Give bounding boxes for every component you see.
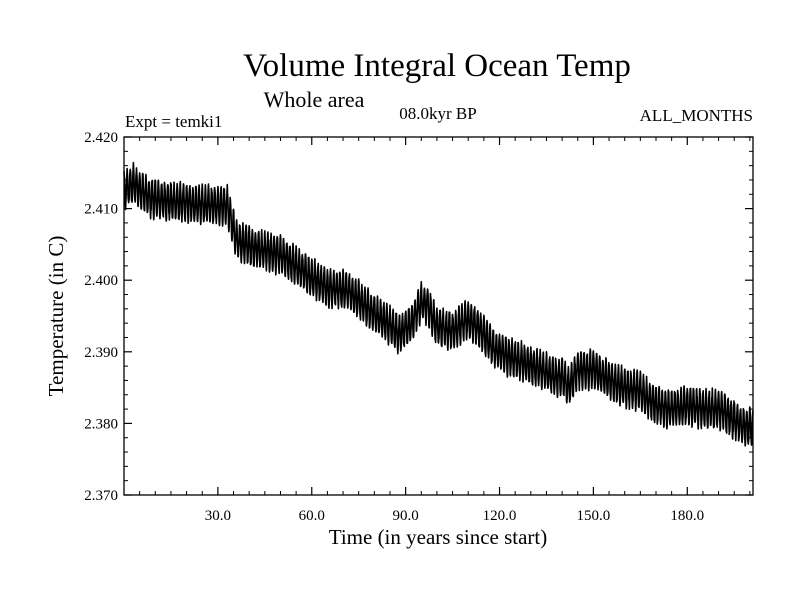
plot-frame: [123, 136, 754, 496]
y-tick-label: 2.380: [84, 416, 118, 432]
y-axis-label: Temperature (in C): [44, 236, 68, 397]
y-tick-label: 2.400: [84, 273, 118, 289]
x-tick-label: 60.0: [299, 508, 325, 524]
period-label: 08.0kyr BP: [399, 104, 476, 123]
chart-subtitle: Whole area: [264, 87, 365, 112]
x-tick-label: 90.0: [393, 508, 419, 524]
y-tick-label: 2.410: [84, 202, 118, 218]
x-axis-label: Time (in years since start): [329, 525, 548, 549]
experiment-label: Expt = temki1: [125, 112, 222, 131]
y-tick-label: 2.370: [84, 488, 118, 504]
tick-labels: 30.0 60.0 90.0 120.0 150.0 180.0 2.370 2.380 2.3…: [84, 130, 704, 524]
y-tick-label: 2.390: [84, 345, 118, 361]
temperature-series-line: [123, 161, 754, 447]
months-label: ALL_MONTHS: [640, 106, 753, 125]
y-tick-label: 2.420: [84, 130, 118, 146]
x-tick-label: 180.0: [670, 508, 704, 524]
chart-title: Volume Integral Ocean Temp: [243, 48, 631, 84]
x-tick-label: 120.0: [483, 508, 517, 524]
x-tick-label: 30.0: [205, 508, 231, 524]
x-tick-label: 150.0: [577, 508, 611, 524]
